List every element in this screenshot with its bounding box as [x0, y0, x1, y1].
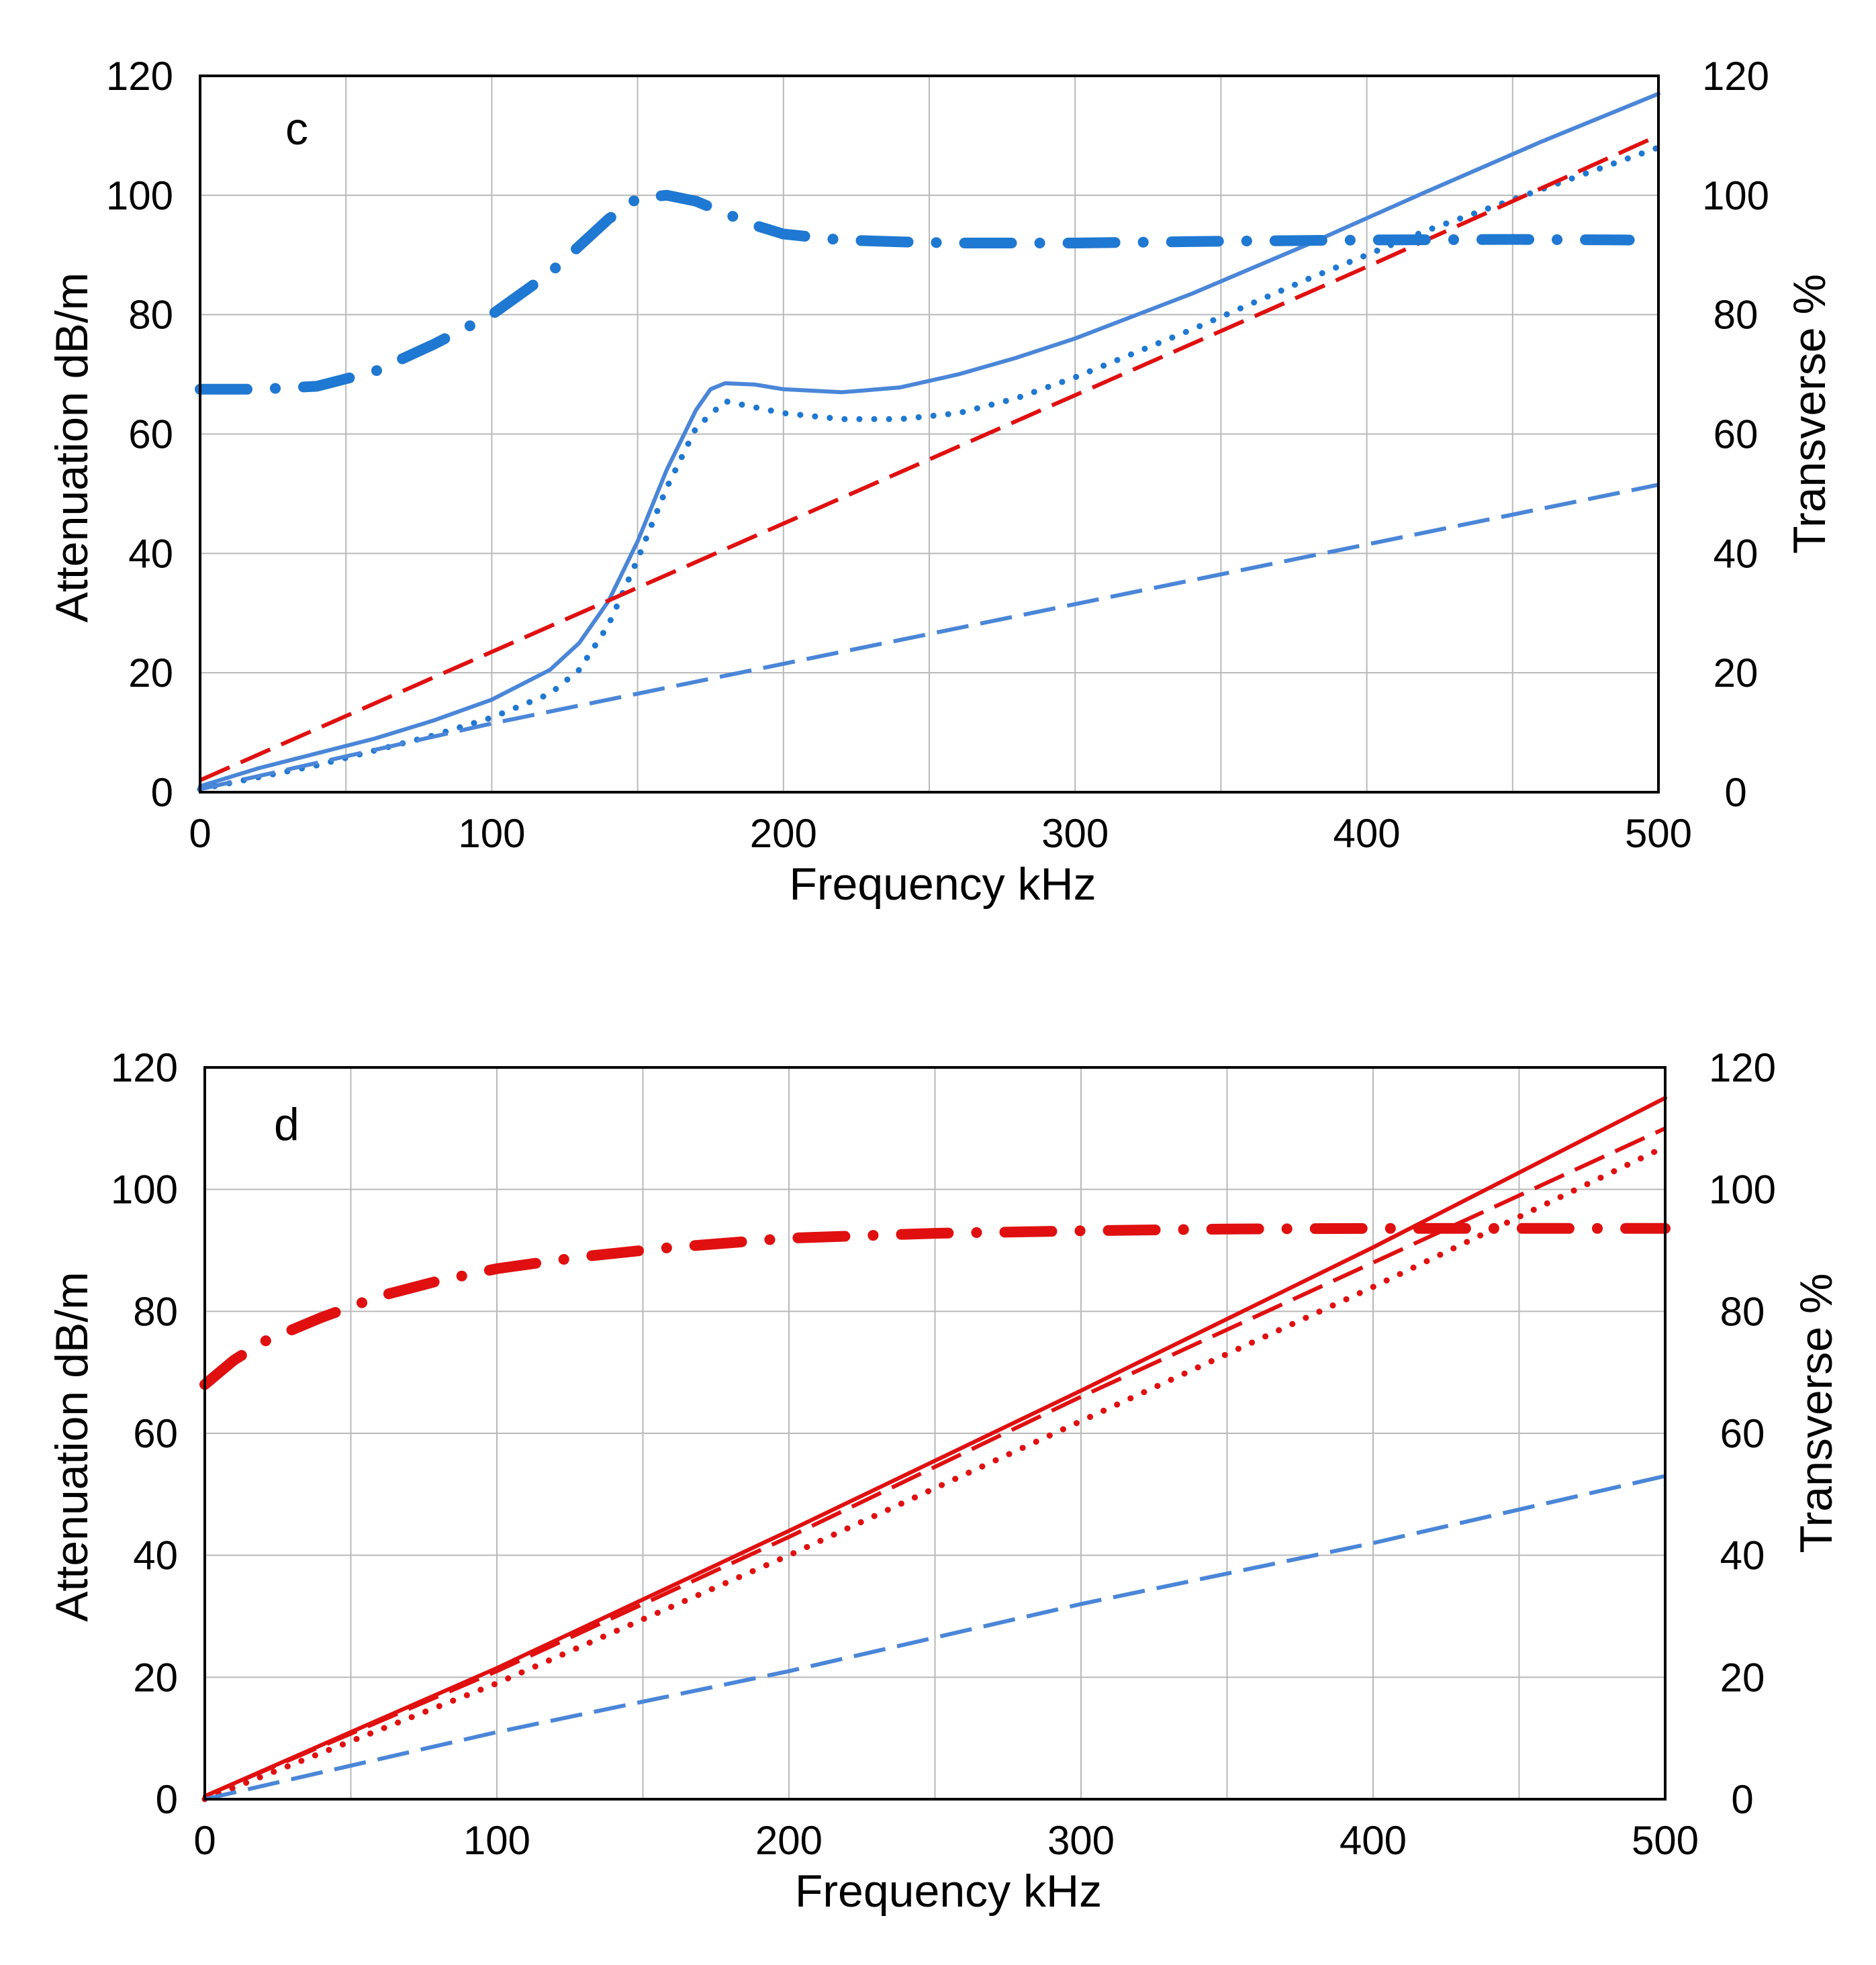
x-tick-label: 100	[463, 1818, 530, 1863]
y2-tick-label: 0	[1724, 770, 1746, 815]
y-tick-label: 0	[151, 770, 173, 815]
x-tick-label: 500	[1632, 1818, 1699, 1863]
x-tick-label: 300	[1041, 811, 1109, 856]
y-axis-title: Attenuation dB/m	[46, 1272, 97, 1622]
series-line: transverse % (red dash-dot)	[199, 1223, 1671, 1390]
y2-tick-label: 80	[1714, 293, 1758, 338]
y2-tick-label: 0	[1731, 1777, 1753, 1822]
y-tick-label: 100	[111, 1167, 178, 1212]
y2-tick-label: 120	[1702, 54, 1769, 99]
x-tick-label: 400	[1340, 1818, 1407, 1863]
y2-tick-label: 120	[1709, 1045, 1776, 1090]
y2-tick-label: 60	[1714, 412, 1758, 457]
x-tick-label: 100	[458, 811, 525, 856]
y-tick-label: 60	[133, 1411, 178, 1456]
y-tick-label: 20	[128, 651, 173, 696]
y2-tick-label: 40	[1714, 531, 1758, 576]
series-line: linear attenuation (red dashed)	[203, 1127, 1667, 1799]
x-tick-label: 200	[750, 811, 817, 856]
y-tick-label: 60	[128, 412, 173, 457]
panel-label: d	[274, 1099, 299, 1150]
x-axis-title: Frequency kHz	[789, 859, 1096, 910]
x-tick-label: 300	[1047, 1818, 1115, 1863]
y2-axis-title: Transverse %	[1784, 274, 1835, 554]
y-tick-label: 100	[106, 173, 173, 218]
plot-frame	[203, 1066, 1667, 1801]
x-tick-label: 200	[755, 1818, 823, 1863]
plot-frame	[199, 75, 1660, 794]
y-tick-label: 0	[156, 1777, 178, 1822]
series-line: linear attenuation (blue dashed)	[199, 483, 1659, 792]
series-line: transverse % (blue dash-dot)	[195, 189, 1635, 395]
y2-tick-label: 40	[1720, 1533, 1765, 1578]
panel-d-chart: total attenuation (red solid)linear atte…	[46, 1045, 1842, 1917]
y-tick-label: 120	[106, 54, 173, 99]
y2-tick-label: 80	[1720, 1289, 1765, 1334]
y-tick-label: 40	[128, 531, 173, 576]
x-tick-label: 0	[193, 1818, 216, 1863]
y2-tick-label: 60	[1720, 1411, 1765, 1456]
panel-c-chart: total attenuation (blue solid)attenuatio…	[46, 54, 1835, 910]
y-tick-label: 120	[111, 1045, 178, 1090]
y-axis-title: Attenuation dB/m	[46, 273, 97, 623]
y-tick-label: 20	[133, 1655, 178, 1700]
series-line: total attenuation (blue solid)	[198, 91, 1660, 789]
panel-label: c	[285, 103, 308, 154]
series-line: linear attenuation (blue dashed)	[204, 1474, 1666, 1801]
y-tick-label: 80	[133, 1289, 178, 1334]
x-tick-label: 400	[1333, 811, 1401, 856]
y-tick-label: 40	[133, 1533, 178, 1578]
y2-tick-label: 20	[1714, 651, 1758, 696]
y2-tick-label: 100	[1709, 1167, 1776, 1212]
y2-tick-label: 20	[1720, 1655, 1765, 1700]
x-axis-title: Frequency kHz	[795, 1866, 1102, 1917]
x-tick-label: 500	[1625, 811, 1692, 856]
series-line: total attenuation (red solid)	[203, 1096, 1667, 1799]
y-tick-label: 80	[128, 293, 173, 338]
x-tick-label: 0	[189, 811, 211, 856]
y2-tick-label: 100	[1702, 173, 1769, 218]
y2-axis-title: Transverse %	[1791, 1274, 1842, 1553]
